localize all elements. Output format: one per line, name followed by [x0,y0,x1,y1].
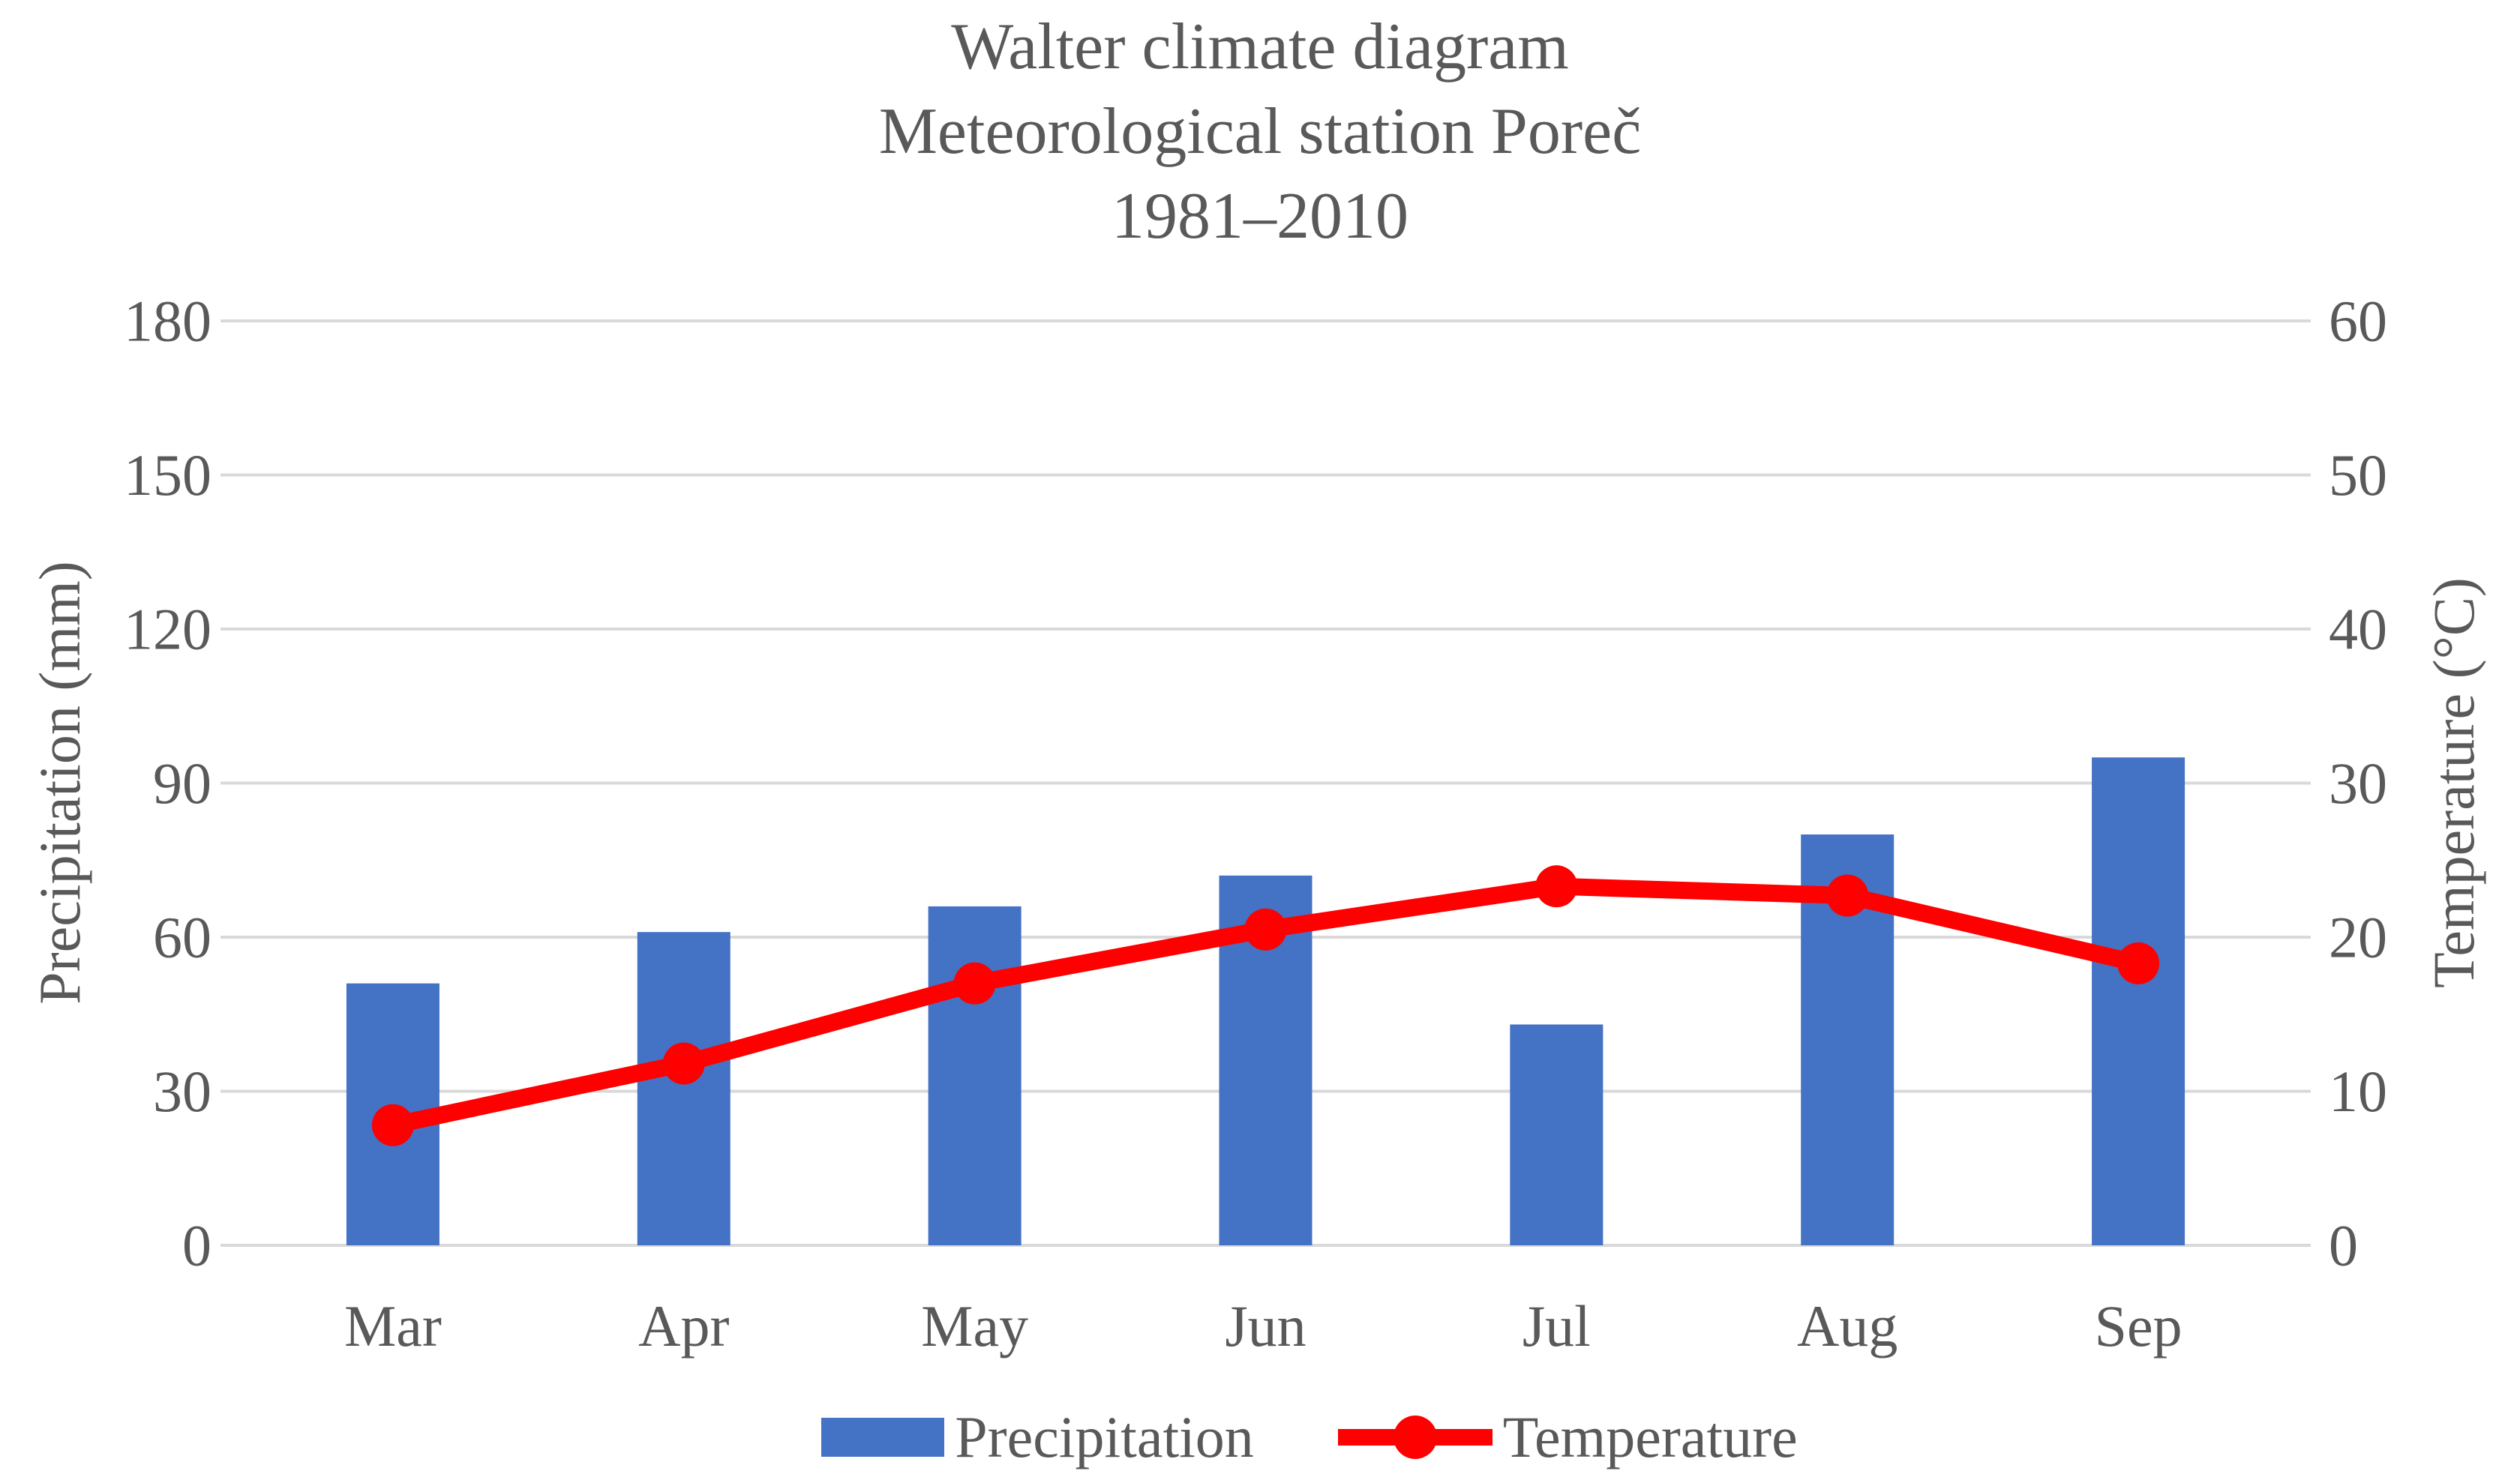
x-label-apr: Apr [638,1293,729,1359]
right-axis-tick-60: 60 [2329,289,2387,354]
left-axis-tick-60: 60 [153,905,212,970]
chart-title-line1: Walter climate diagram [951,10,1569,83]
bar-may [928,906,1022,1245]
x-label-may: May [921,1293,1028,1359]
temperature-marker-sep [2117,942,2160,984]
legend-item-temperature: Temperature [1337,1404,1798,1471]
x-label-jun: Jun [1225,1293,1306,1359]
x-label-mar: Mar [344,1293,442,1359]
x-label-aug: Aug [1797,1293,1898,1359]
chart-title: Walter climate diagram Meteorological st… [0,4,2520,259]
temperature-marker-mar [371,1104,414,1146]
right-axis-tick-50: 50 [2329,442,2387,508]
right-axis-tick-0: 0 [2329,1213,2358,1278]
x-label-sep: Sep [2095,1293,2182,1359]
left-axis-tick-30: 30 [153,1059,212,1124]
chart-title-line2: Meteorological station Poreč [878,95,1642,168]
x-label-jul: Jul [1522,1293,1591,1359]
right-axis-tick-10: 10 [2329,1059,2387,1124]
bar-apr [637,932,730,1245]
temperature-marker-jul [1535,865,1578,908]
left-axis-tick-150: 150 [124,442,212,508]
temperature-marker-icon [1337,1416,1492,1459]
chart-title-line3: 1981–2010 [1112,180,1408,253]
legend-label-precipitation: Precipitation [955,1404,1254,1470]
left-axis-tick-0: 0 [182,1213,212,1278]
right-axis-tick-20: 20 [2329,905,2387,970]
legend-label-temperature: Temperature [1502,1404,1798,1470]
bar-jul [1510,1024,1604,1245]
chart-legend: Precipitation Temperature [50,1404,2520,1471]
right-axis-tick-40: 40 [2329,597,2387,662]
left-axis-tick-90: 90 [153,750,212,816]
bar-sep [2092,757,2186,1245]
temperature-marker-aug [1826,874,1869,917]
left-axis-tick-180: 180 [124,289,212,354]
temperature-marker-apr [662,1042,705,1085]
left-axis-tick-120: 120 [124,597,212,662]
temperature-marker-jun [1244,908,1287,951]
precipitation-swatch-icon [821,1418,945,1457]
temperature-marker-may [953,962,996,1005]
right-axis-tick-30: 30 [2329,750,2387,816]
legend-item-precipitation: Precipitation [821,1404,1254,1471]
